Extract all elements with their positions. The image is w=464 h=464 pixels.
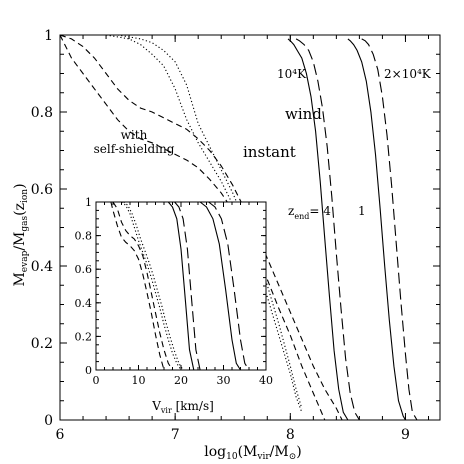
y-axis-label: Mevap/Mgas(zion) xyxy=(12,183,30,286)
inset-y-tick-label: 0 xyxy=(85,364,92,377)
annotation-zend-1: 1 xyxy=(358,204,366,218)
inset-y-tick-label: 0.2 xyxy=(75,330,93,343)
inset-x-tick-label: 40 xyxy=(259,374,273,387)
zend-4: = 4 xyxy=(309,204,331,218)
inset-x-tick-label: 0 xyxy=(93,374,100,387)
inset-x-tick-label: 20 xyxy=(174,374,188,387)
inset-curves xyxy=(110,201,250,371)
main-y-tick-label: 0.6 xyxy=(31,182,53,198)
inset-series-2-dashed-line xyxy=(110,201,165,371)
inset-series-6-longdash-line xyxy=(174,201,201,371)
main-y-tick-label: 0.4 xyxy=(31,259,53,275)
inset-y-tick-label: 0.6 xyxy=(75,263,93,276)
annotation-wind: wind xyxy=(285,105,322,123)
main-x-tick-label: 6 xyxy=(56,427,65,443)
main-x-tick-label: 8 xyxy=(286,427,295,443)
main-y-tick-label: 1 xyxy=(44,28,53,44)
annotation-temp-1e4: 10⁴K xyxy=(277,67,307,81)
main-series-8-longdash-line xyxy=(361,38,418,421)
inset-series-5-solid-line xyxy=(167,201,195,371)
inset-y-tick-label: 1 xyxy=(85,196,92,209)
inset-series-8-longdash-line xyxy=(208,201,250,371)
inset-y-tick-label: 0.4 xyxy=(75,297,93,310)
annotation-self-shielding-2: self-shielding xyxy=(94,142,175,156)
inset-background xyxy=(96,202,266,370)
annotation-temp-2e4: 2×10⁴K xyxy=(384,67,432,81)
zend-subscript: end xyxy=(294,212,309,221)
main-series-6-longdash-line xyxy=(295,38,360,421)
inset-series-7-solid-line xyxy=(199,201,241,371)
main-series-7-solid-line xyxy=(347,38,406,421)
annotation-instant: instant xyxy=(243,143,296,161)
main-x-tick-label: 7 xyxy=(171,427,180,443)
inset-chart: 0 10 20 30 40 0 0.2 0.4 0.6 0.8 1 Vvir [km/s] xyxy=(75,196,274,415)
inset-series-4-dotted-line xyxy=(123,201,184,371)
annotation-self-shielding-1: with xyxy=(121,128,148,142)
inset-ticks: 0 10 20 30 40 0 0.2 0.4 0.6 0.8 1 xyxy=(75,196,274,387)
main-curves xyxy=(59,34,418,421)
main-series-1-dashed-line xyxy=(59,34,343,421)
main-x-tick-label: 9 xyxy=(401,427,410,443)
main-series-5-solid-line xyxy=(287,38,349,421)
inset-x-tick-label: 30 xyxy=(217,374,231,387)
main-y-tick-label: 0.8 xyxy=(31,105,53,121)
inset-y-tick-label: 0.8 xyxy=(75,230,93,243)
inset-series-3-dotted-line xyxy=(121,201,182,371)
annotation-zend: zend= 4 xyxy=(288,204,331,221)
inset-x-axis-label: Vvir [km/s] xyxy=(151,399,214,415)
zend-z: z xyxy=(288,204,294,218)
main-y-tick-label: 0.2 xyxy=(31,336,53,352)
main-ticks: 6 7 8 9 0 0.2 0.4 0.6 0.8 1 xyxy=(31,28,440,443)
inset-x-tick-label: 10 xyxy=(132,374,146,387)
x-axis-label: log10(Mvir/M⊙) xyxy=(204,444,301,462)
main-series-2-dashed-line xyxy=(59,34,326,421)
inset-series-1-dashed-line xyxy=(112,201,173,371)
main-y-tick-label: 0 xyxy=(44,413,53,429)
